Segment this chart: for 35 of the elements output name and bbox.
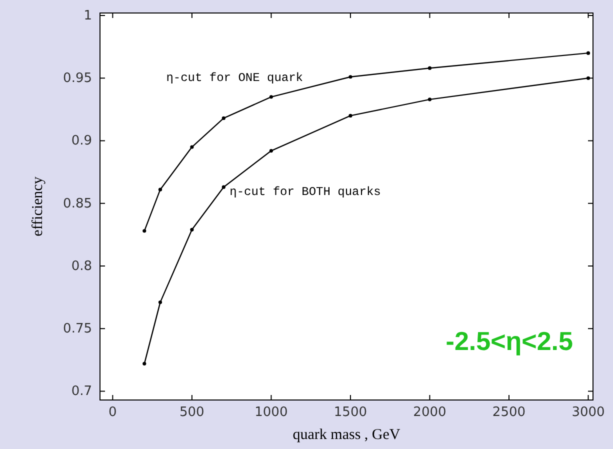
point: [428, 98, 432, 102]
point: [142, 362, 146, 366]
y-tick-label: 1: [84, 8, 92, 24]
point: [222, 185, 226, 189]
x-tick-label: 1000: [254, 405, 288, 420]
x-tick-label: 2500: [492, 405, 526, 420]
point: [222, 116, 226, 120]
series-label: η-cut for ONE quark: [166, 70, 304, 85]
x-tick-label: 1500: [334, 405, 368, 420]
point: [158, 300, 162, 304]
y-tick-label: 0.9: [71, 134, 92, 149]
point: [269, 148, 274, 153]
x-tick-label: 2000: [413, 405, 446, 420]
y-tick-label: 0.75: [63, 322, 92, 337]
x-tick-label: 3000: [572, 405, 605, 420]
annotation: -2.5<η<2.5: [446, 326, 573, 356]
point: [586, 51, 590, 55]
point: [158, 188, 162, 192]
point: [586, 76, 590, 80]
x-axis-title: quark mass , GeV: [292, 427, 400, 443]
point: [348, 114, 352, 118]
y-axis-title: efficiency: [30, 176, 46, 236]
y-tick-label: 0.7: [71, 384, 92, 400]
y-tick-label: 0.95: [63, 71, 92, 86]
point: [190, 228, 194, 232]
y-tick-label: 0.85: [63, 196, 92, 212]
point: [190, 145, 194, 149]
point: [348, 75, 352, 79]
x-tick-label: 500: [180, 405, 204, 420]
y-tick-label: 0.8: [71, 258, 92, 274]
series-label: η-cut for BOTH quarks: [230, 185, 381, 200]
x-tick-label: 0: [108, 405, 117, 420]
point: [142, 229, 146, 233]
point: [269, 95, 274, 99]
point: [428, 66, 432, 70]
